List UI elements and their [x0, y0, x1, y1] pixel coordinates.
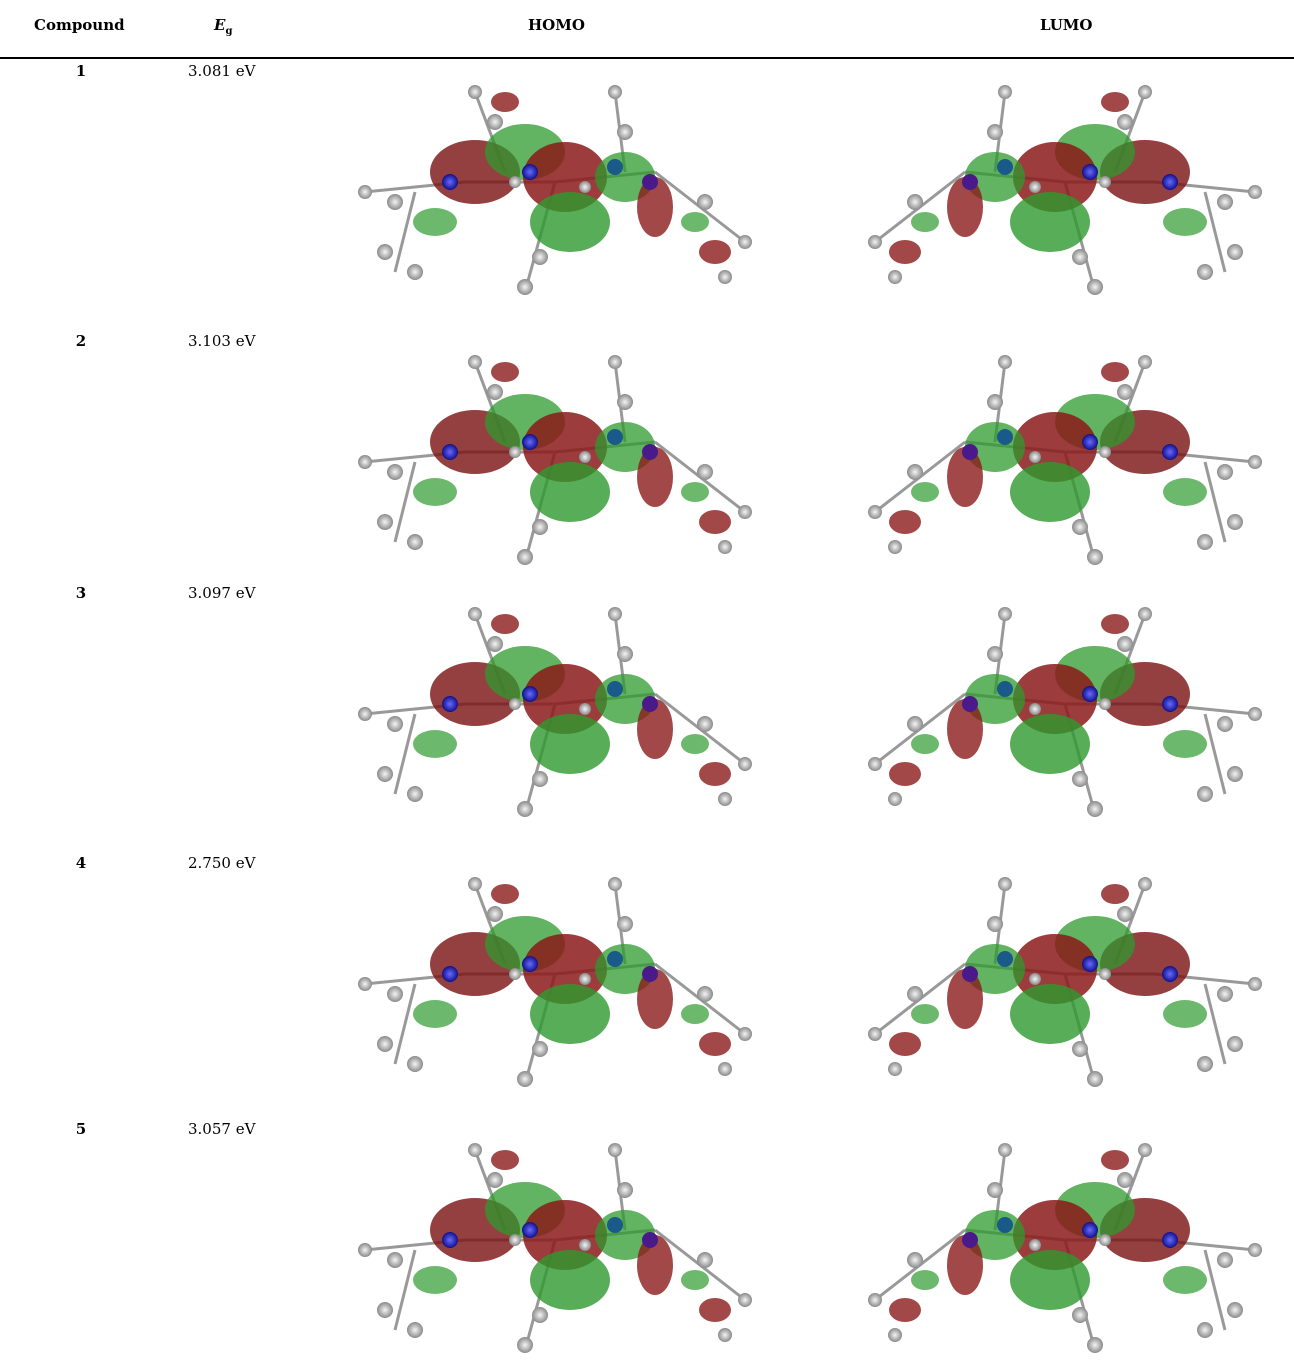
header-homo: HOMO: [528, 16, 585, 34]
header-rule: [0, 57, 1294, 59]
orbital-drawing: [358, 877, 752, 1087]
header-eg-subscript: g: [225, 26, 232, 37]
homo-image: [325, 342, 785, 572]
compound-number: 1: [60, 62, 102, 80]
lumo-image: [835, 1130, 1294, 1360]
table-page: Compound Eg HOMO LUMO 1 3.081 eV 2 3.103 eV…: [0, 0, 1294, 1320]
homo-image: [325, 864, 785, 1094]
header-eg: Eg: [214, 16, 232, 37]
homo-image: [325, 1130, 785, 1360]
orbital-drawing: [358, 607, 752, 817]
header-eg-symbol: E: [214, 16, 225, 34]
compound-number: 3: [60, 584, 102, 602]
orbital-drawing: [868, 607, 1262, 817]
band-gap: 3.057 eV: [188, 1120, 255, 1138]
lumo-image: [835, 594, 1294, 824]
orbital-drawing: [868, 1143, 1262, 1353]
orbital-drawing: [868, 877, 1262, 1087]
orbital-drawing: [358, 85, 752, 295]
header-compound: Compound: [34, 16, 125, 34]
compound-number: 5: [60, 1120, 102, 1138]
header-lumo: LUMO: [1040, 16, 1092, 34]
orbital-drawing: [358, 1143, 752, 1353]
orbital-drawing: [868, 355, 1262, 565]
band-gap: 3.097 eV: [188, 584, 255, 602]
compound-number: 2: [60, 332, 102, 350]
lumo-image: [835, 342, 1294, 572]
lumo-image: [835, 864, 1294, 1094]
lumo-image: [835, 72, 1294, 302]
homo-image: [325, 594, 785, 824]
page: HOMO LUMO table {"table": { "header": ["…: [0, 0, 1294, 1320]
orbital-drawing: [868, 85, 1262, 295]
band-gap: 2.750 eV: [188, 854, 255, 872]
orbital-drawing: [358, 355, 752, 565]
band-gap: 3.081 eV: [188, 62, 255, 80]
homo-image: [325, 72, 785, 302]
compound-number: 4: [60, 854, 102, 872]
band-gap: 3.103 eV: [188, 332, 255, 350]
